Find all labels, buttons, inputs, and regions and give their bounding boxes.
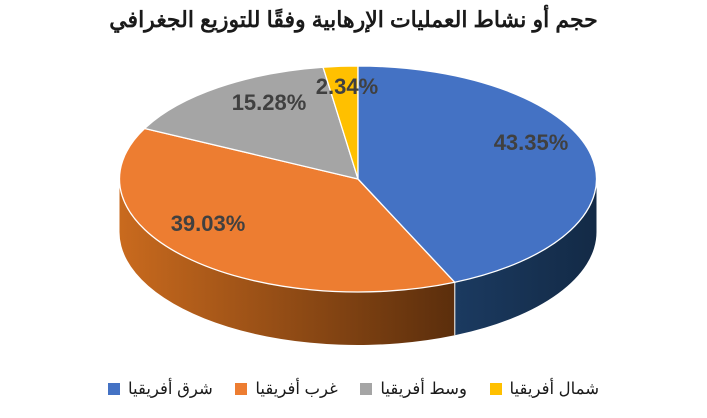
svg-text:43.35%: 43.35% — [494, 130, 569, 155]
svg-text:2.34%: 2.34% — [316, 74, 378, 99]
svg-text:39.03%: 39.03% — [171, 211, 246, 236]
svg-text:15.28%: 15.28% — [232, 90, 307, 115]
